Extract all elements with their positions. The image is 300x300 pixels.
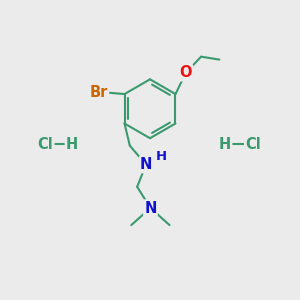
Text: N: N bbox=[140, 157, 152, 172]
Text: H: H bbox=[219, 136, 231, 152]
Text: N: N bbox=[144, 200, 157, 215]
Text: Cl: Cl bbox=[38, 136, 53, 152]
Text: H: H bbox=[156, 150, 167, 163]
Text: H: H bbox=[66, 136, 78, 152]
Text: O: O bbox=[180, 65, 192, 80]
Text: Cl: Cl bbox=[245, 136, 261, 152]
Text: Br: Br bbox=[90, 85, 108, 100]
